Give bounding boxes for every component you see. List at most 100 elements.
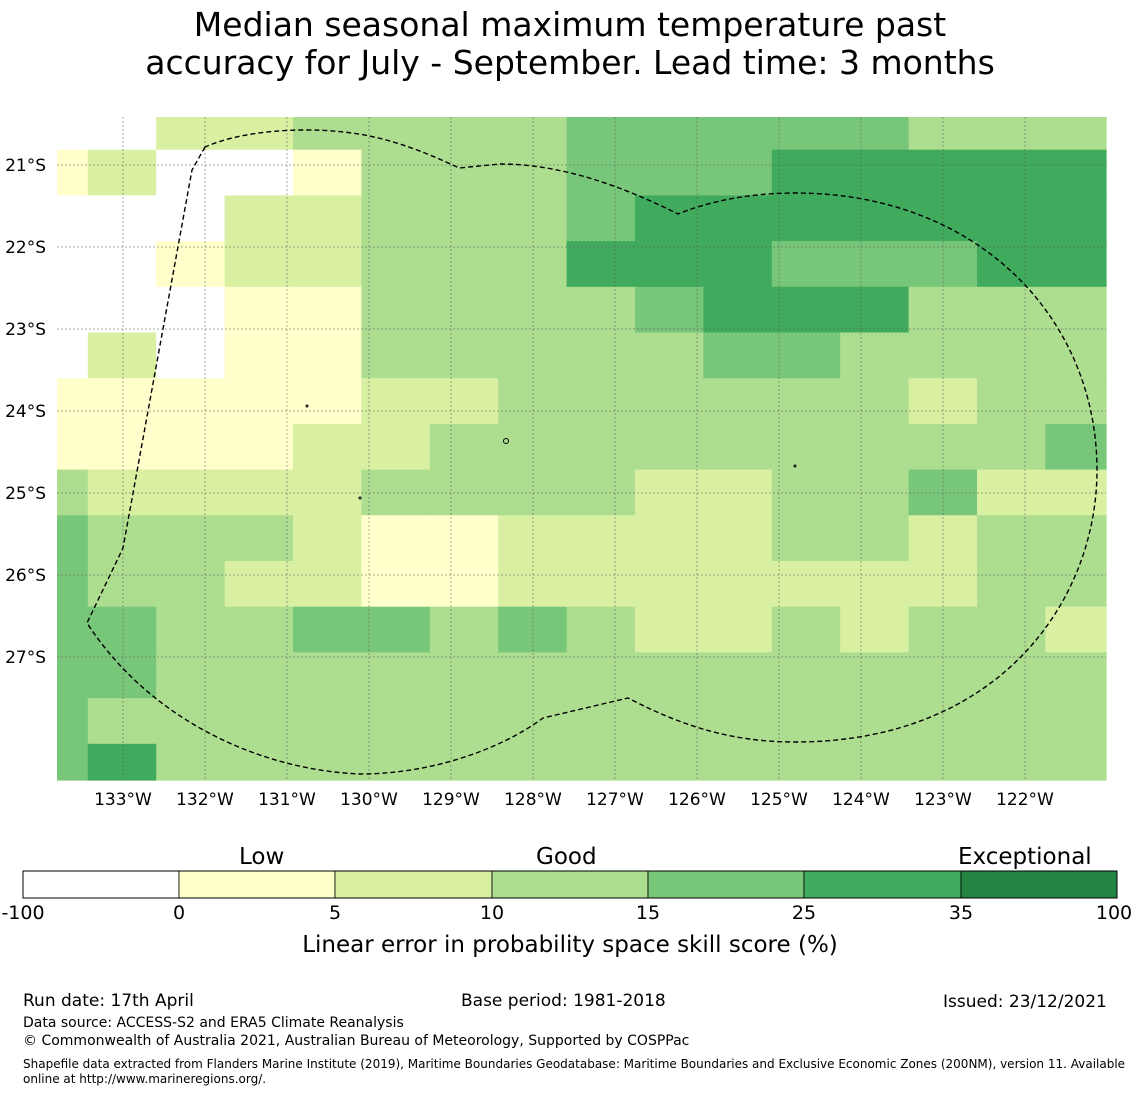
- grid-cell: [771, 606, 841, 653]
- grid-cell: [87, 652, 157, 699]
- grid-cell: [156, 652, 226, 699]
- grid-cell: [1045, 561, 1107, 608]
- grid-cell: [1045, 149, 1107, 196]
- grid-cell: [703, 286, 773, 334]
- grid-cell: [977, 332, 1046, 379]
- grid-cell: [977, 423, 1046, 471]
- grid-cell: [224, 561, 294, 608]
- longitude-label: 128°W: [504, 790, 562, 810]
- grid-cell: [293, 743, 362, 781]
- islands: [305, 404, 797, 500]
- grid-cell: [57, 241, 89, 288]
- grid-cell: [87, 378, 157, 425]
- grid-cell: [840, 606, 910, 653]
- grid-cell: [566, 117, 636, 151]
- grid-cell: [635, 149, 704, 196]
- grid-cell: [87, 423, 157, 471]
- longitude-label: 124°W: [832, 790, 890, 810]
- colorbar-tick: 25: [791, 902, 817, 924]
- grid-cell: [703, 652, 773, 699]
- longitude-label: 133°W: [94, 790, 152, 810]
- grid-cell: [293, 195, 362, 242]
- grid-cell: [224, 195, 294, 242]
- grid-cell: [429, 149, 499, 196]
- colorbar-tick: 0: [172, 902, 186, 924]
- grid-cell: [1045, 515, 1107, 562]
- colorbar-segment: [960, 870, 1118, 899]
- grid-cell: [1045, 652, 1107, 699]
- longitude-label: 132°W: [176, 790, 234, 810]
- title-line-2: accuracy for July - September. Lead time…: [145, 43, 995, 82]
- grid-cell: [840, 241, 910, 288]
- grid-cell: [771, 378, 841, 425]
- grid-cell: [498, 606, 568, 653]
- grid-cell: [840, 378, 910, 425]
- grid-cell: [840, 743, 910, 781]
- colorbar-tick: -100: [1, 902, 45, 924]
- grid-cell: [635, 743, 704, 781]
- grid-cell: [156, 117, 226, 151]
- grid-cell: [498, 698, 568, 745]
- grid-cell: [361, 606, 431, 653]
- grid-cell: [429, 241, 499, 288]
- latitude-label: 22°S: [5, 238, 46, 258]
- grid-cell: [57, 332, 89, 379]
- grid-cell: [635, 515, 704, 562]
- grid-cell: [908, 241, 978, 288]
- grid-cell: [224, 332, 294, 379]
- grid-cell: [361, 561, 431, 608]
- grid-cell: [156, 241, 226, 288]
- grid-cell: [771, 149, 841, 196]
- grid-cell: [293, 469, 362, 516]
- grid-cell: [635, 286, 704, 334]
- grid-cell: [361, 743, 431, 781]
- colorbar-tick: 100: [1095, 902, 1133, 924]
- grid-cell: [429, 652, 499, 699]
- grid-cell: [293, 241, 362, 288]
- grid-cell: [361, 117, 431, 151]
- longitude-label: 131°W: [258, 790, 316, 810]
- skill-score-cells: [57, 117, 1107, 781]
- latitude-label: 21°S: [5, 156, 46, 176]
- grid-cell: [156, 698, 226, 745]
- grid-cell: [771, 515, 841, 562]
- grid-cell: [156, 195, 226, 242]
- grid-cell: [566, 378, 636, 425]
- grid-cell: [224, 149, 294, 196]
- grid-cell: [293, 515, 362, 562]
- grid-cell: [498, 561, 568, 608]
- grid-cell: [498, 149, 568, 196]
- colorbar-segment: [334, 870, 493, 899]
- grid-cell: [429, 195, 499, 242]
- grid-cell: [977, 117, 1046, 151]
- grid-cell: [635, 241, 704, 288]
- grid-cell: [771, 652, 841, 699]
- grid-cell: [224, 652, 294, 699]
- latitude-label: 26°S: [5, 566, 46, 586]
- grid-cell: [566, 698, 636, 745]
- issued-date: Issued: 23/12/2021: [943, 992, 1107, 1012]
- island-mark: [305, 404, 309, 408]
- grid-cell: [977, 286, 1046, 334]
- grid-cell: [840, 698, 910, 745]
- grid-cell: [429, 117, 499, 151]
- grid-cell: [293, 117, 362, 151]
- grid-cell: [57, 117, 89, 151]
- grid-cell: [156, 515, 226, 562]
- grid-cell: [57, 286, 89, 334]
- grid-cell: [429, 286, 499, 334]
- grid-cell: [498, 423, 568, 471]
- grid-cell: [566, 652, 636, 699]
- grid-cell: [87, 149, 157, 196]
- grid-cell: [498, 469, 568, 516]
- latitude-labels: 21°S 22°S 23°S 24°S 25°S 26°S 27°S: [5, 156, 46, 668]
- grid-cell: [361, 332, 431, 379]
- grid-cell: [703, 423, 773, 471]
- grid-cell: [771, 561, 841, 608]
- grid-cell: [293, 606, 362, 653]
- grid-cell: [429, 698, 499, 745]
- grid-cell: [977, 378, 1046, 425]
- grid-cell: [293, 698, 362, 745]
- latitude-label: 25°S: [5, 484, 46, 504]
- grid-cell: [771, 195, 841, 242]
